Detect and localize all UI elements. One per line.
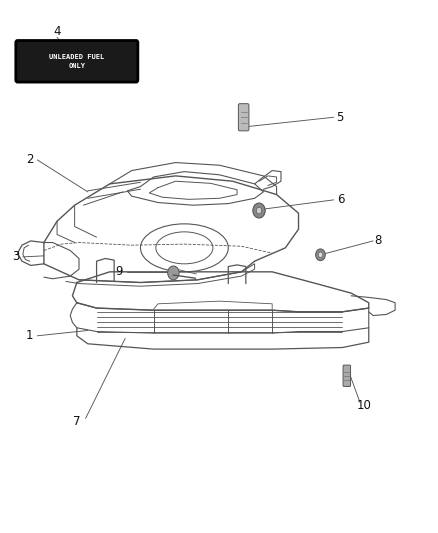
Text: 3: 3 [12,251,19,263]
FancyBboxPatch shape [16,41,138,82]
Text: 9: 9 [115,265,123,278]
Text: 5: 5 [336,111,343,124]
Text: 4: 4 [53,26,61,38]
Text: UNLEADED FUEL
ONLY: UNLEADED FUEL ONLY [49,54,104,69]
Text: 7: 7 [73,415,81,427]
Circle shape [315,249,325,261]
Circle shape [318,252,322,257]
Circle shape [256,207,261,214]
Circle shape [252,203,265,218]
Circle shape [167,266,179,280]
Text: 8: 8 [374,235,381,247]
FancyBboxPatch shape [343,365,350,386]
Text: 6: 6 [336,193,344,206]
Text: 2: 2 [26,154,34,166]
FancyBboxPatch shape [238,103,248,131]
Text: 10: 10 [356,399,371,411]
Text: 1: 1 [26,329,34,342]
